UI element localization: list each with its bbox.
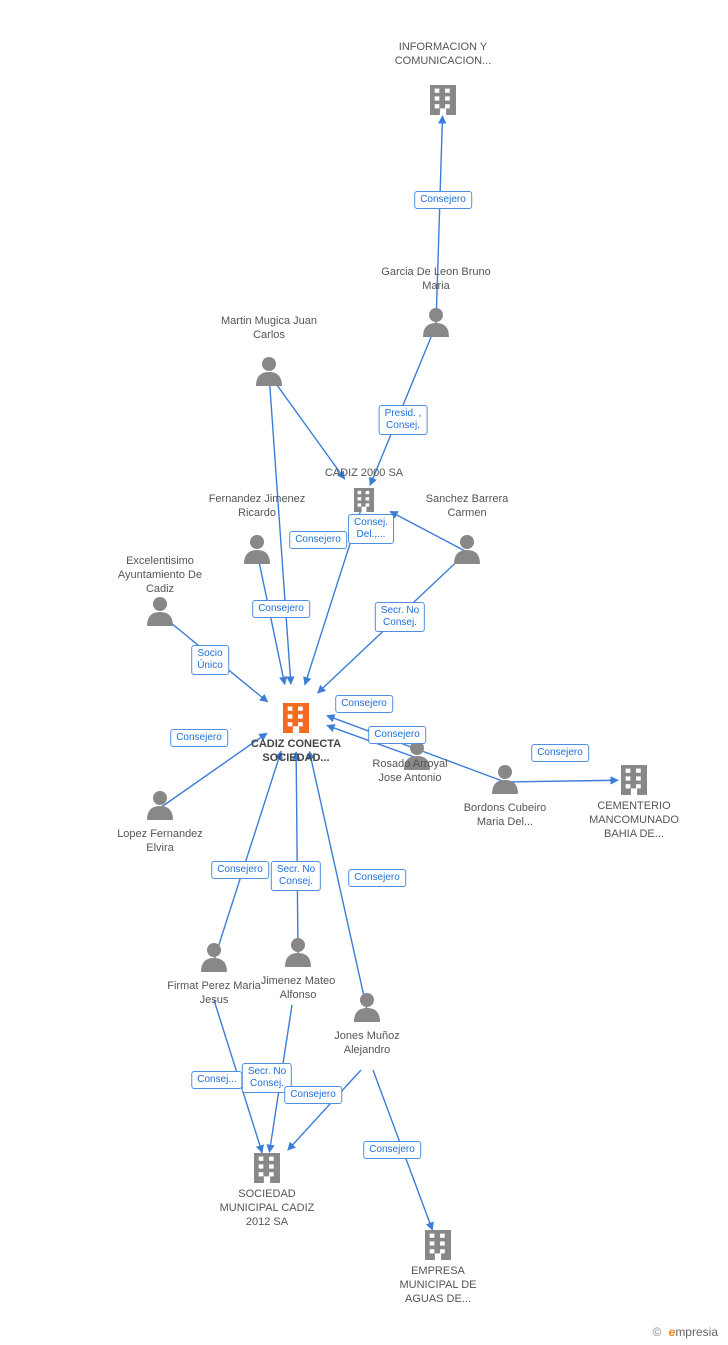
edge-jones-sociedad2012 [288, 1070, 361, 1150]
edge-ayuntamiento-central [160, 614, 268, 702]
building-icon [425, 1230, 451, 1260]
edge-bordons-cementerio [505, 780, 618, 782]
building-icon [621, 765, 647, 795]
edge-sanchez-cadiz2000 [390, 511, 467, 552]
person-icon [201, 943, 227, 972]
building-icon [283, 703, 309, 733]
edge-garcia-cadiz2000 [370, 325, 436, 485]
network-canvas [0, 0, 728, 1345]
person-icon [454, 535, 480, 564]
edge-jimenezm-central [296, 752, 298, 955]
edge-firmat-sociedad2012 [214, 1000, 262, 1153]
edge-lopez-central [160, 733, 267, 808]
person-icon [256, 357, 282, 386]
brand-rest: mpresia [675, 1325, 718, 1339]
copyright-symbol: © [652, 1325, 661, 1339]
building-icon [254, 1153, 280, 1183]
edge-jimenezm-sociedad2012 [269, 1005, 292, 1152]
person-icon [492, 765, 518, 794]
edge-firmat-central [214, 751, 281, 960]
person-icon [147, 791, 173, 820]
person-icon [147, 597, 173, 626]
edge-jones-empresaAguas [373, 1070, 432, 1230]
building-icon [354, 488, 374, 512]
edge-garcia-informacion [436, 116, 443, 325]
edge-martin-cadiz2000 [269, 374, 345, 479]
person-icon [244, 535, 270, 564]
edge-martin-central [269, 374, 291, 684]
edge-rosado-central [327, 725, 417, 758]
copyright: © empresia [652, 1325, 718, 1339]
edge-fernandezj-central [257, 552, 285, 684]
edge-jones-central [309, 752, 367, 1010]
building-icon [430, 85, 456, 115]
